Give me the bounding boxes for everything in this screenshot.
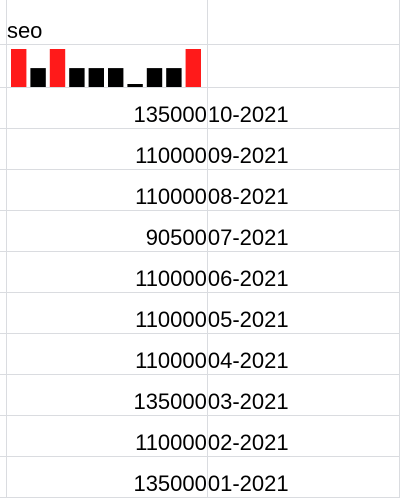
row-edge-cell[interactable] xyxy=(0,251,7,293)
value-cell[interactable]: 135000 xyxy=(6,456,208,498)
sparkline-bar xyxy=(146,68,163,87)
table-row: 135000 01-2021 xyxy=(0,456,400,498)
row-edge-cell[interactable] xyxy=(0,333,7,375)
row-edge-cell[interactable] xyxy=(0,210,7,252)
date-cell[interactable]: 03-2021 xyxy=(207,374,400,416)
row-edge-cell[interactable] xyxy=(0,0,7,45)
value-cell[interactable]: 110000 xyxy=(6,128,208,170)
sparkline-bar xyxy=(88,68,104,87)
header-cell[interactable]: seo xyxy=(6,0,208,45)
empty-cell[interactable] xyxy=(207,44,400,88)
table-row xyxy=(0,44,400,88)
sparkline-bar xyxy=(10,49,27,87)
row-edge-cell[interactable] xyxy=(0,415,7,457)
sparkline-bar xyxy=(49,49,66,87)
table-row: 110000 05-2021 xyxy=(0,292,400,334)
value-cell[interactable]: 110000 xyxy=(6,415,208,457)
row-edge-cell[interactable] xyxy=(0,374,7,416)
value-cell[interactable]: 110000 xyxy=(6,169,208,211)
date-cell[interactable]: 05-2021 xyxy=(207,292,400,334)
sparkline-bar xyxy=(69,68,85,87)
value-cell[interactable]: 110000 xyxy=(6,292,208,334)
value-cell[interactable]: 90500 xyxy=(6,210,208,252)
value-cell[interactable]: 110000 xyxy=(6,251,208,293)
sparkline-chart xyxy=(10,49,201,87)
row-edge-cell[interactable] xyxy=(0,169,7,211)
date-cell[interactable]: 04-2021 xyxy=(207,333,400,375)
sparkline-bar xyxy=(107,68,124,87)
table-row: 110000 02-2021 xyxy=(0,415,400,457)
row-edge-cell[interactable] xyxy=(0,87,7,129)
date-cell[interactable]: 09-2021 xyxy=(207,128,400,170)
table-row: 90500 07-2021 xyxy=(0,210,400,252)
table-row: 110000 09-2021 xyxy=(0,128,400,170)
table-row: 110000 04-2021 xyxy=(0,333,400,375)
table-row: seo xyxy=(0,0,400,45)
sparkline-bar xyxy=(30,68,46,87)
date-cell[interactable]: 02-2021 xyxy=(207,415,400,457)
date-cell[interactable]: 06-2021 xyxy=(207,251,400,293)
value-cell[interactable]: 110000 xyxy=(6,333,208,375)
empty-cell[interactable] xyxy=(207,0,400,45)
sparkline-bar xyxy=(127,84,143,87)
sparkline-cell[interactable] xyxy=(6,44,208,88)
date-cell[interactable]: 10-2021 xyxy=(207,87,400,129)
row-edge-cell[interactable] xyxy=(0,44,7,88)
sparkline-bar xyxy=(166,68,182,87)
table-row: 110000 08-2021 xyxy=(0,169,400,211)
value-cell[interactable]: 135000 xyxy=(6,87,208,129)
date-cell[interactable]: 08-2021 xyxy=(207,169,400,211)
table-row: 135000 10-2021 xyxy=(0,87,400,129)
date-cell[interactable]: 07-2021 xyxy=(207,210,400,252)
date-cell[interactable]: 01-2021 xyxy=(207,456,400,498)
table-row: 110000 06-2021 xyxy=(0,251,400,293)
row-edge-cell[interactable] xyxy=(0,456,7,498)
row-edge-cell[interactable] xyxy=(0,292,7,334)
sparkline-bar xyxy=(185,49,201,87)
value-cell[interactable]: 135000 xyxy=(6,374,208,416)
row-edge-cell[interactable] xyxy=(0,128,7,170)
table-row: 135000 03-2021 xyxy=(0,374,400,416)
